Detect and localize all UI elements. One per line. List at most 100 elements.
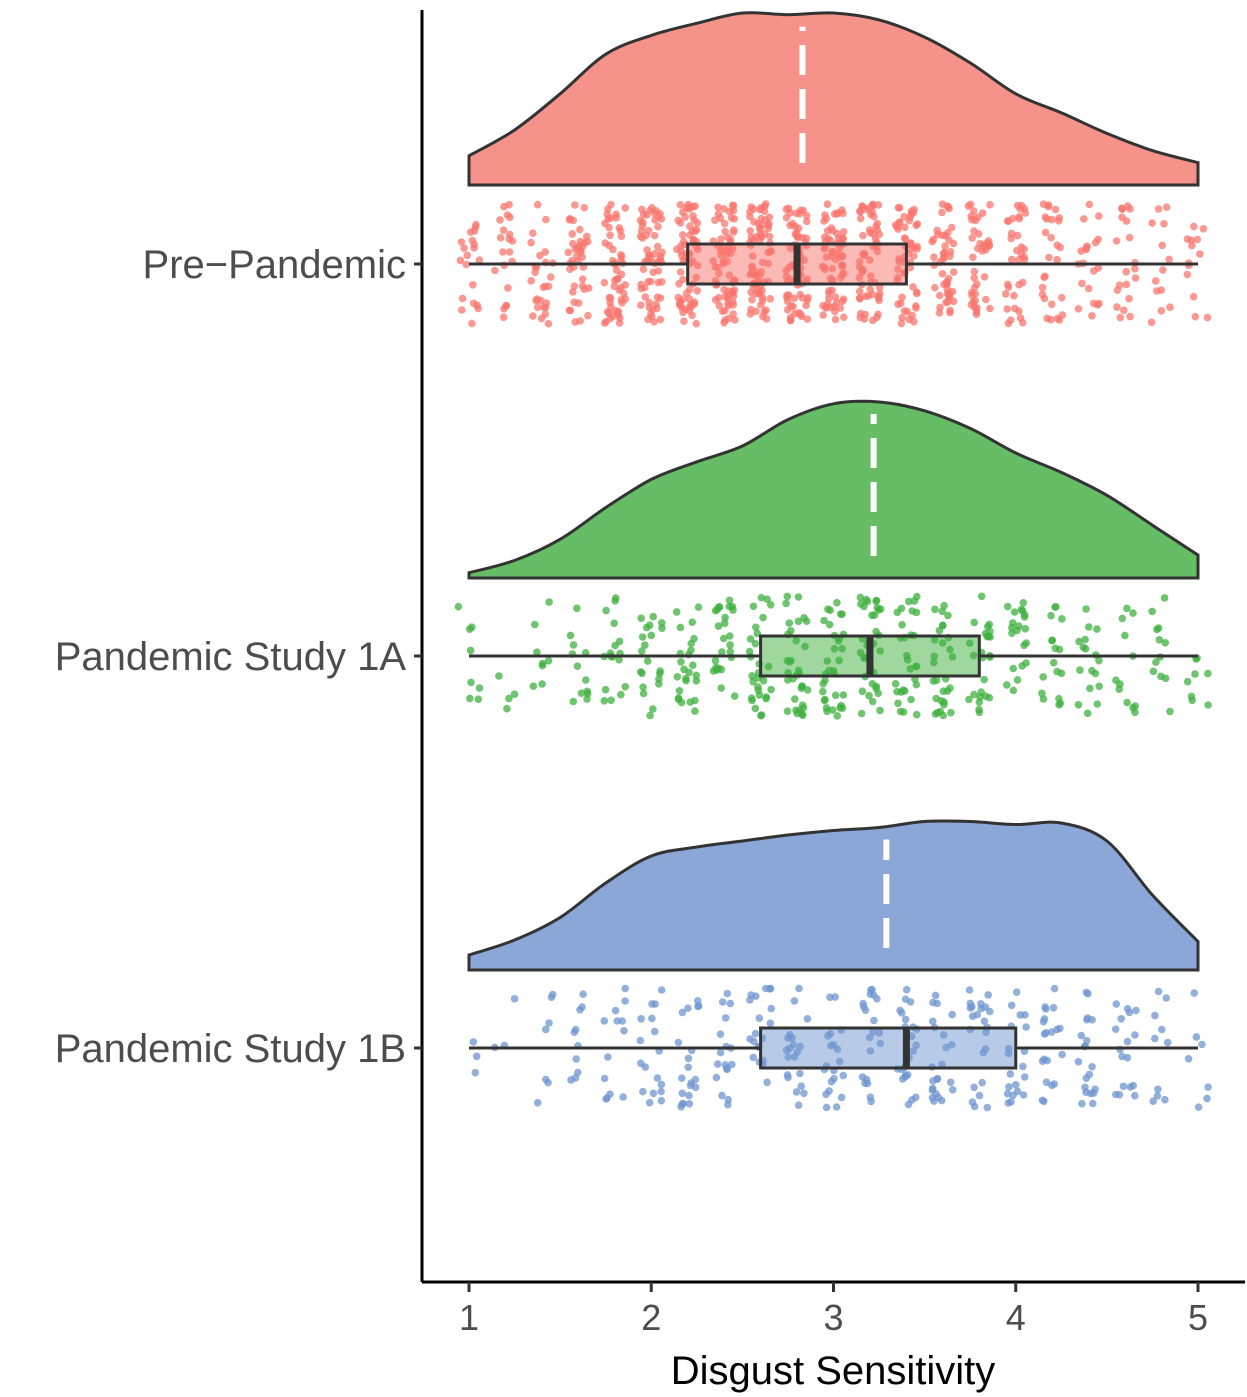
- data-point: [1153, 287, 1161, 295]
- data-point: [982, 295, 990, 304]
- data-point: [967, 301, 976, 309]
- data-point: [794, 593, 803, 601]
- data-point: [720, 205, 728, 213]
- data-point: [1042, 1005, 1050, 1013]
- data-point: [726, 647, 735, 656]
- data-point: [1003, 305, 1011, 313]
- data-point: [972, 310, 981, 319]
- data-point: [510, 995, 519, 1003]
- data-point: [1085, 200, 1094, 209]
- data-point: [527, 238, 535, 247]
- data-point: [949, 297, 958, 306]
- data-point: [1196, 250, 1204, 258]
- data-point: [1009, 664, 1017, 673]
- data-point: [676, 623, 685, 632]
- data-point: [1048, 636, 1057, 645]
- data-point: [858, 202, 866, 210]
- data-point: [641, 641, 649, 649]
- data-point: [1190, 222, 1198, 231]
- data-point: [472, 220, 480, 229]
- data-point: [933, 230, 942, 239]
- data-point: [542, 1025, 550, 1034]
- data-point: [931, 991, 940, 1000]
- data-point: [857, 600, 865, 608]
- data-point: [569, 641, 578, 649]
- data-point: [1038, 283, 1047, 292]
- data-point: [726, 632, 734, 640]
- data-point: [674, 695, 683, 703]
- data-point: [1187, 692, 1196, 701]
- data-point: [751, 704, 760, 713]
- data-point: [689, 202, 697, 211]
- data-point: [894, 204, 903, 212]
- data-point: [874, 294, 883, 302]
- data-point: [471, 1068, 480, 1077]
- data-point: [905, 597, 913, 606]
- data-point: [1160, 220, 1168, 228]
- data-point: [984, 237, 993, 245]
- data-point: [1116, 680, 1124, 688]
- data-point: [570, 282, 579, 291]
- data-point: [1015, 280, 1023, 289]
- data-point: [974, 244, 982, 253]
- data-point: [1082, 988, 1091, 997]
- data-point: [720, 619, 729, 628]
- data-point: [1093, 625, 1101, 633]
- data-point: [874, 310, 882, 319]
- data-point: [794, 224, 803, 233]
- data-point: [1166, 707, 1174, 716]
- data-point: [750, 218, 758, 226]
- data-point: [469, 281, 477, 289]
- data-point: [825, 287, 833, 295]
- data-point: [607, 696, 615, 705]
- data-point: [905, 315, 913, 324]
- data-point: [803, 1015, 812, 1023]
- data-point: [824, 605, 832, 613]
- data-point: [978, 1078, 986, 1087]
- data-point: [658, 619, 666, 627]
- data-point: [912, 302, 920, 310]
- data-point: [1039, 1017, 1048, 1026]
- data-point: [1123, 698, 1131, 707]
- data-point: [896, 707, 905, 716]
- data-point: [724, 291, 732, 300]
- data-point: [977, 1000, 985, 1008]
- data-point: [1191, 312, 1200, 321]
- data-point: [721, 613, 729, 622]
- data-point: [790, 997, 799, 1005]
- data-point: [783, 291, 791, 300]
- data-point: [856, 214, 865, 223]
- data-point: [611, 641, 619, 650]
- data-point: [891, 680, 900, 688]
- data-point: [496, 233, 505, 242]
- data-point: [1204, 701, 1212, 709]
- data-point: [601, 685, 610, 694]
- data-point: [1095, 682, 1103, 691]
- data-point: [466, 646, 475, 655]
- data-point: [928, 237, 936, 246]
- density-cloud: [467, 399, 1200, 580]
- data-point: [749, 236, 758, 244]
- data-point: [503, 704, 511, 713]
- data-point: [538, 659, 547, 668]
- data-point: [456, 256, 465, 265]
- data-point: [658, 624, 666, 632]
- group-1: [456, 11, 1212, 328]
- data-point: [1082, 245, 1090, 254]
- data-point: [642, 623, 651, 632]
- data-point: [867, 986, 875, 994]
- x-axis-title: Disgust Sensitivity: [671, 1349, 996, 1393]
- data-point: [984, 991, 992, 999]
- data-point: [1058, 615, 1066, 623]
- data-point: [1118, 213, 1126, 222]
- data-point: [1161, 1095, 1169, 1104]
- data-point: [607, 303, 615, 311]
- data-point: [752, 307, 760, 316]
- data-point: [639, 1087, 647, 1096]
- data-point: [966, 200, 975, 209]
- data-point: [685, 1100, 694, 1108]
- data-point: [545, 598, 553, 606]
- data-point: [510, 690, 519, 698]
- data-point: [640, 283, 649, 292]
- data-point: [795, 984, 803, 993]
